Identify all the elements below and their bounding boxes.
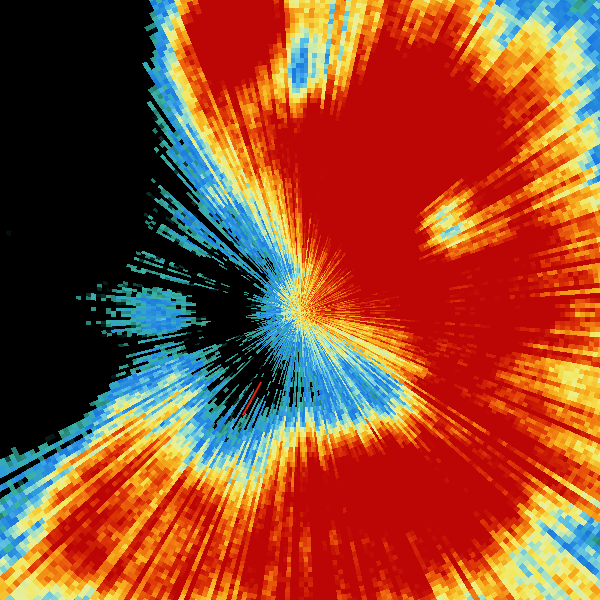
- radar-image-viewer[interactable]: [0, 0, 600, 600]
- radar-reflectivity-canvas[interactable]: [0, 0, 600, 600]
